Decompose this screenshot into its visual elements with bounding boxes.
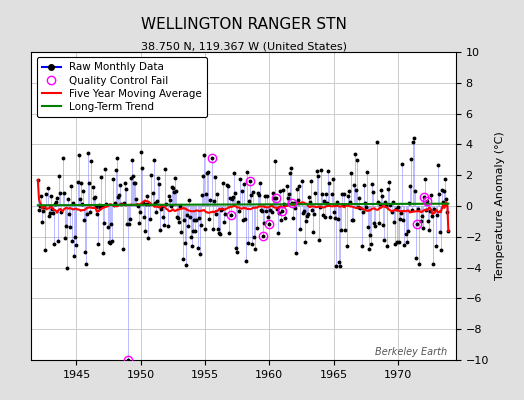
- Legend: Raw Monthly Data, Quality Control Fail, Five Year Moving Average, Long-Term Tren: Raw Monthly Data, Quality Control Fail, …: [37, 57, 207, 117]
- Y-axis label: Temperature Anomaly (°C): Temperature Anomaly (°C): [495, 132, 505, 280]
- Text: WELLINGTON RANGER STN: WELLINGTON RANGER STN: [141, 17, 346, 32]
- Text: Berkeley Earth: Berkeley Earth: [375, 347, 447, 357]
- Title: 38.750 N, 119.367 W (United States): 38.750 N, 119.367 W (United States): [140, 41, 347, 51]
